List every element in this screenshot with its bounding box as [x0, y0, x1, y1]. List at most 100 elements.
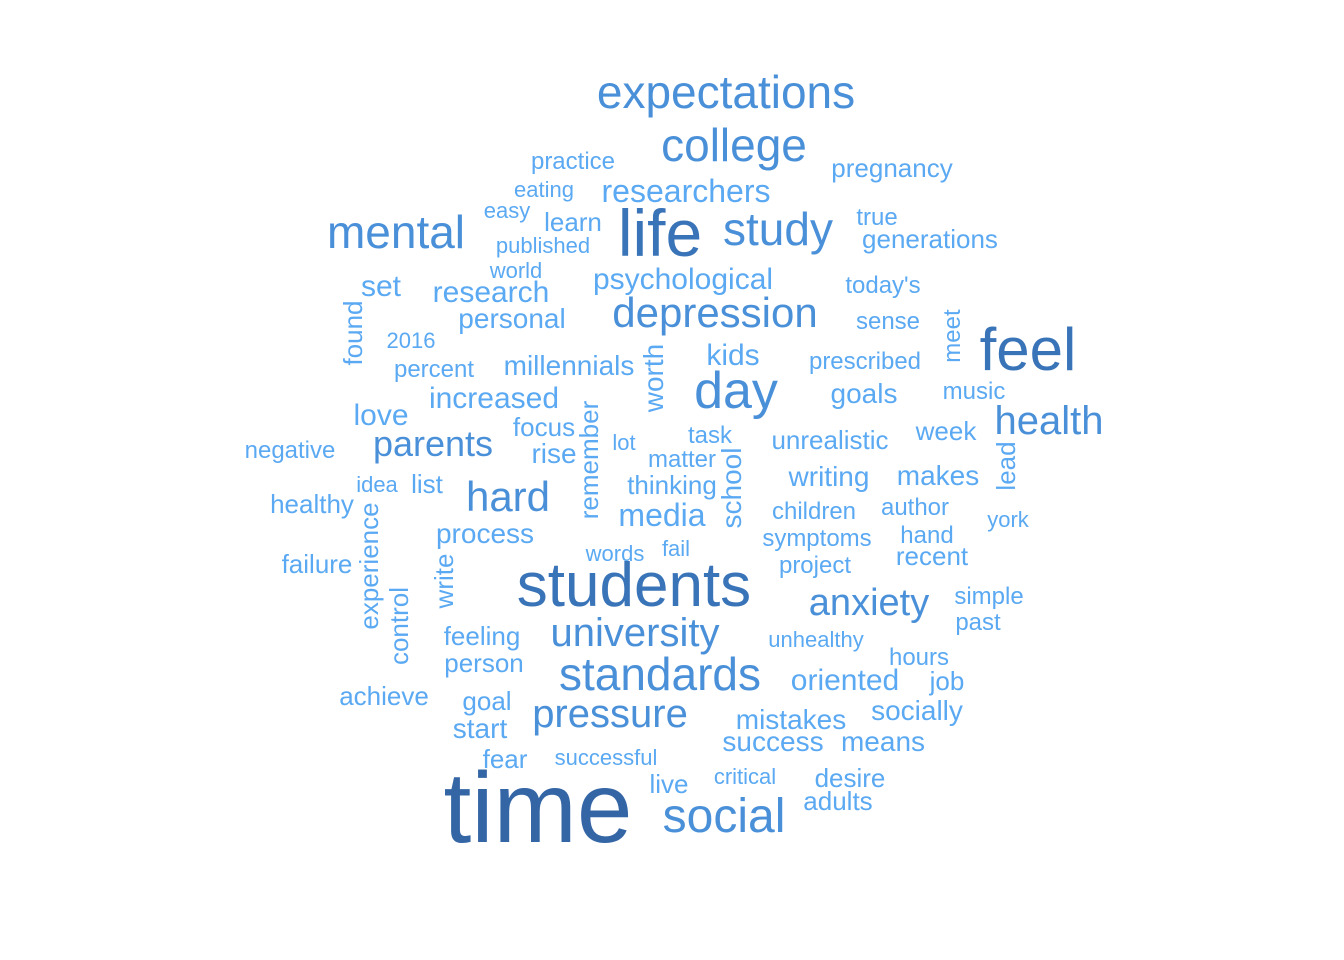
- word-recent: recent: [896, 541, 969, 571]
- word-lot: lot: [612, 430, 635, 455]
- word-school: school: [716, 448, 747, 529]
- word-remember: remember: [574, 400, 604, 519]
- word-life: life: [618, 196, 702, 270]
- word-matter: matter: [648, 446, 716, 473]
- word-practice: practice: [531, 148, 615, 175]
- word-oriented: oriented: [791, 664, 899, 697]
- word-millennials: millennials: [504, 350, 635, 381]
- word-love: love: [353, 399, 408, 432]
- word-feel: feel: [980, 316, 1077, 383]
- word-mental: mental: [327, 206, 465, 258]
- word-failure: failure: [282, 549, 353, 579]
- word-achieve: achieve: [339, 681, 429, 711]
- word-easy: easy: [484, 198, 530, 223]
- word-students: students: [517, 551, 751, 620]
- word-hand: hand: [900, 522, 953, 549]
- word-prescribed: prescribed: [809, 348, 921, 375]
- word-past: past: [955, 609, 1001, 636]
- word-goal: goal: [462, 686, 511, 716]
- word-adults: adults: [803, 786, 872, 816]
- word-process: process: [436, 518, 534, 549]
- word-control: control: [384, 587, 414, 665]
- word-learn: learn: [544, 207, 602, 237]
- word-children: children: [772, 498, 856, 525]
- word-unrealistic: unrealistic: [771, 425, 888, 455]
- word-unhealthy: unhealthy: [768, 627, 863, 652]
- word-published: published: [496, 233, 590, 258]
- word-set: set: [361, 270, 402, 303]
- word-college: college: [661, 119, 807, 171]
- word-desire: desire: [815, 763, 886, 793]
- word-lead: lead: [991, 441, 1021, 490]
- word-task: task: [688, 422, 733, 449]
- word-today-s: today's: [845, 272, 920, 299]
- word-pregnancy: pregnancy: [831, 153, 952, 183]
- word-project: project: [779, 552, 851, 579]
- word-research: research: [433, 276, 550, 309]
- word-anxiety: anxiety: [809, 582, 929, 624]
- word-percent: percent: [394, 356, 474, 383]
- word-successful: successful: [555, 745, 658, 770]
- word-goals: goals: [831, 378, 898, 409]
- word-negative: negative: [245, 437, 336, 464]
- word-person: person: [444, 648, 524, 678]
- word-healthy: healthy: [270, 489, 354, 519]
- word-makes: makes: [897, 460, 979, 491]
- word-personal: personal: [458, 303, 565, 334]
- word-expectations: expectations: [597, 66, 855, 118]
- word-study: study: [723, 203, 833, 255]
- word-thinking: thinking: [627, 470, 717, 500]
- word-mistakes: mistakes: [736, 704, 846, 735]
- word-means: means: [841, 726, 925, 757]
- word-true: true: [856, 204, 897, 231]
- word-researchers: researchers: [602, 173, 771, 209]
- word-list: list: [411, 469, 444, 499]
- word-meet: meet: [939, 309, 966, 363]
- word-standards: standards: [559, 648, 761, 700]
- word-found: found: [338, 300, 368, 365]
- word-social: social: [663, 790, 786, 843]
- word-write: write: [429, 554, 459, 610]
- word-idea: idea: [356, 472, 398, 497]
- word-symptoms: symptoms: [762, 525, 871, 552]
- word-sense: sense: [856, 308, 920, 335]
- word-success: success: [722, 726, 823, 757]
- word-day: day: [694, 362, 778, 420]
- word-york: york: [987, 507, 1030, 532]
- word-hours: hours: [889, 644, 949, 671]
- word-depression: depression: [612, 289, 817, 336]
- word-time: time: [444, 752, 633, 864]
- word-health: health: [995, 399, 1104, 443]
- word-focus: focus: [513, 412, 575, 442]
- word-writing: writing: [788, 461, 870, 492]
- word-psychological: psychological: [593, 263, 773, 296]
- word-feeling: feeling: [444, 621, 521, 651]
- word-simple: simple: [954, 583, 1023, 610]
- word-fail: fail: [662, 536, 690, 561]
- word-music: music: [943, 378, 1006, 405]
- word-world: world: [489, 258, 543, 283]
- word-worth: worth: [638, 344, 669, 413]
- word-week: week: [915, 416, 978, 446]
- word-live: live: [649, 769, 688, 799]
- word-pressure: pressure: [532, 692, 688, 736]
- word-critical: critical: [714, 764, 776, 789]
- word-eating: eating: [514, 177, 574, 202]
- word-words: words: [585, 541, 645, 566]
- word-kids: kids: [706, 339, 759, 372]
- word-fear: fear: [483, 744, 528, 774]
- word-job: job: [929, 666, 965, 696]
- word-2016: 2016: [387, 328, 436, 353]
- word-author: author: [881, 494, 949, 521]
- word-experience: experience: [354, 502, 384, 629]
- word-increased: increased: [429, 382, 559, 415]
- word-university: university: [551, 611, 720, 655]
- word-rise: rise: [531, 438, 576, 469]
- word-media: media: [618, 497, 705, 533]
- word-start: start: [453, 713, 508, 744]
- word-hard: hard: [466, 473, 550, 520]
- word-generations: generations: [862, 224, 998, 254]
- word-parents: parents: [373, 423, 493, 464]
- word-socially: socially: [871, 695, 963, 726]
